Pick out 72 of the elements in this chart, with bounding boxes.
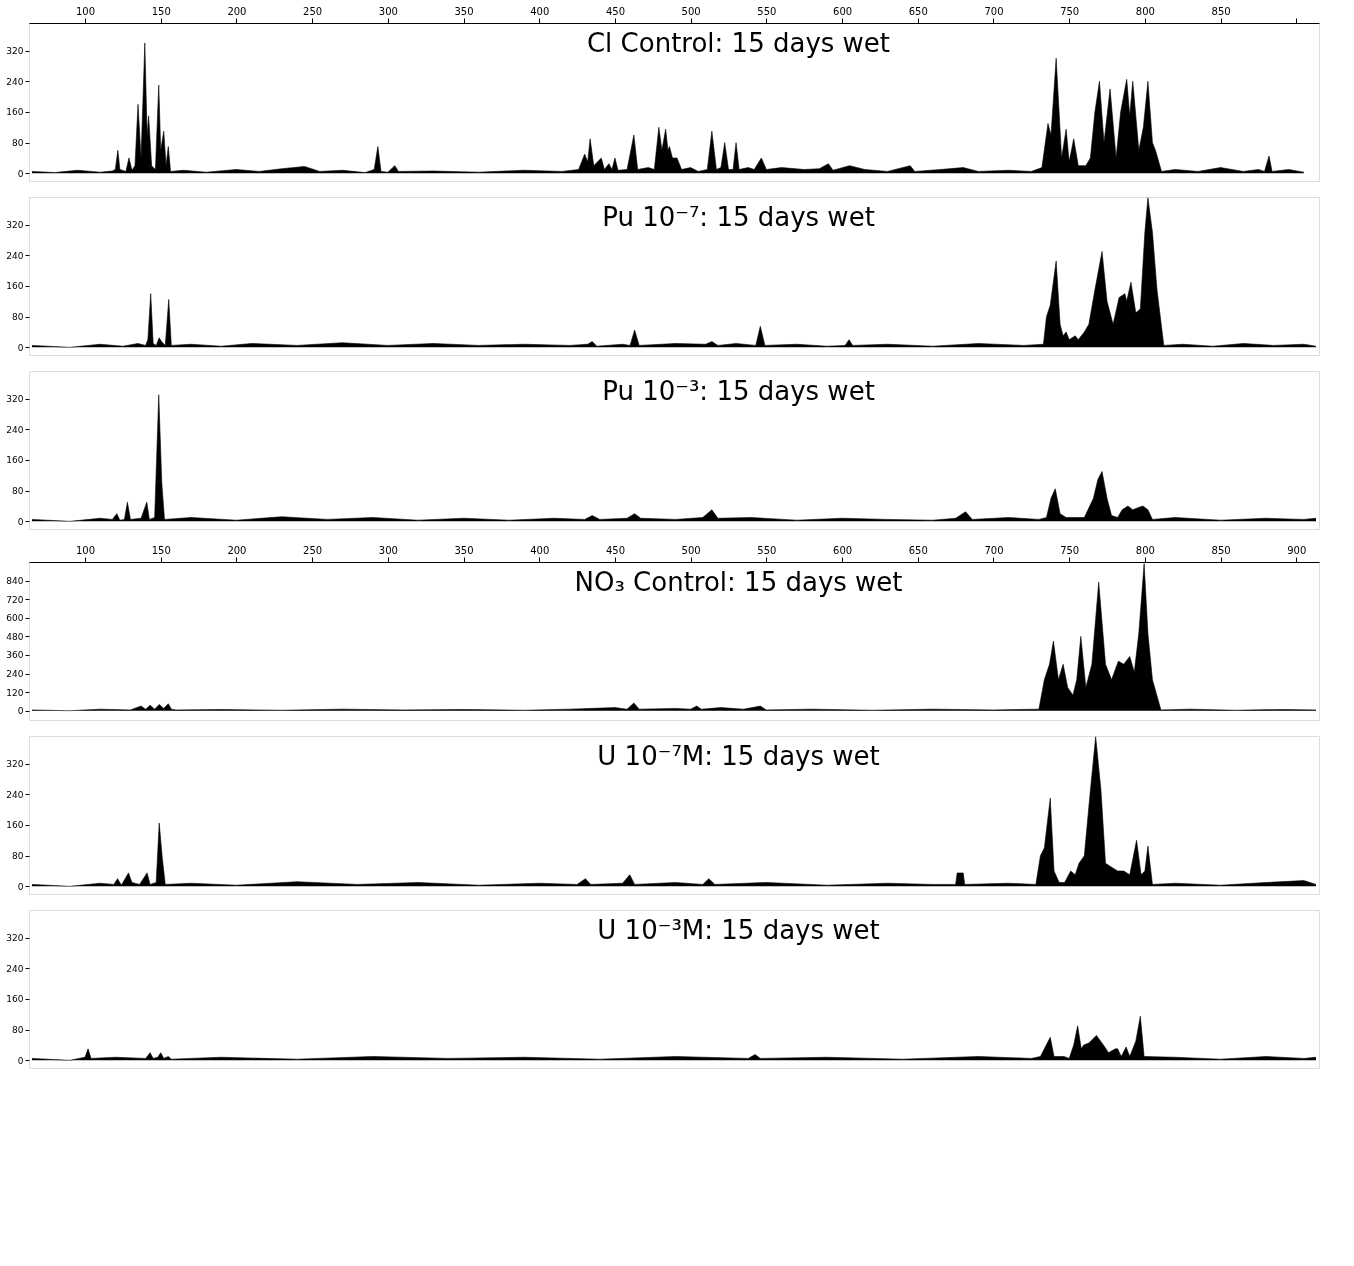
x-tick-label: 650 (908, 544, 928, 556)
x-tick-label: 700 (984, 5, 1004, 17)
x-tick-label: 500 (681, 544, 701, 556)
x-tick-label: 800 (1135, 5, 1155, 17)
chart-title: NO₃ Control: 15 days wet (574, 567, 903, 597)
x-tick-label: 700 (984, 544, 1004, 556)
x-tick-label: 100 (75, 544, 96, 556)
x-tick-label: 750 (1060, 5, 1080, 17)
y-tick-label: 240 (6, 963, 24, 974)
y-tick-label: 320 (6, 759, 24, 770)
x-tick-label: 800 (1135, 544, 1155, 556)
x-tick-label: 400 (530, 5, 550, 17)
y-tick-label: 160 (6, 107, 24, 118)
y-tick-label: 80 (12, 1025, 24, 1036)
y-tick-label: 0 (17, 168, 24, 179)
x-tick-label: 600 (833, 544, 853, 556)
y-tick-label: 160 (6, 820, 24, 831)
x-tick-label: 850 (1211, 5, 1231, 17)
x-tick-label: 500 (681, 5, 701, 17)
chart-title: Cl Control: 15 days wet (586, 28, 891, 58)
y-tick-label: 320 (6, 394, 24, 405)
x-tick-label: 150 (151, 5, 171, 17)
y-tick-label: 80 (12, 138, 24, 149)
x-tick-label: 400 (530, 544, 550, 556)
x-tick-label: 450 (605, 544, 625, 556)
y-tick-label: 720 (6, 594, 24, 605)
y-tick-label: 0 (17, 1055, 24, 1066)
x-tick-label: 650 (908, 5, 928, 17)
x-tick-label: 600 (833, 5, 853, 17)
y-tick-label: 160 (6, 455, 24, 466)
x-tick-label: 750 (1060, 544, 1080, 556)
y-tick-label: 240 (6, 669, 24, 680)
x-tick-label: 250 (303, 5, 323, 17)
y-tick-label: 80 (12, 851, 24, 862)
x-tick-label: 350 (454, 544, 474, 556)
y-tick-label: 160 (6, 994, 24, 1005)
y-tick-label: 160 (6, 281, 24, 292)
y-tick-label: 120 (6, 687, 24, 698)
x-tick-label: 900 (1287, 544, 1307, 556)
x-tick-label: 850 (1211, 544, 1231, 556)
y-tick-label: 0 (17, 881, 24, 892)
y-tick-label: 320 (6, 933, 24, 944)
x-tick-label: 350 (454, 5, 474, 17)
chart-title: U 10⁻³M: 15 days wet (597, 915, 880, 945)
y-tick-label: 360 (6, 650, 24, 661)
y-tick-label: 480 (6, 631, 24, 642)
y-tick-label: 240 (6, 76, 24, 87)
x-tick-label: 200 (227, 5, 247, 17)
x-tick-label: 450 (605, 5, 625, 17)
y-tick-label: 0 (17, 516, 24, 527)
x-tick-label: 300 (378, 5, 398, 17)
y-tick-label: 240 (6, 789, 24, 800)
y-tick-label: 80 (12, 312, 24, 323)
y-tick-label: 840 (6, 576, 24, 587)
x-tick-label: 250 (303, 544, 323, 556)
x-tick-label: 550 (757, 5, 777, 17)
y-tick-label: 320 (6, 220, 24, 231)
chart-title: U 10⁻⁷M: 15 days wet (597, 741, 880, 771)
y-tick-label: 240 (6, 250, 24, 261)
y-tick-label: 240 (6, 424, 24, 435)
y-tick-label: 80 (12, 486, 24, 497)
y-tick-label: 0 (17, 706, 24, 717)
chart-title: Pu 10⁻⁷: 15 days wet (602, 202, 875, 232)
y-tick-label: 600 (6, 613, 24, 624)
x-tick-label: 200 (227, 544, 247, 556)
x-tick-label: 150 (151, 544, 171, 556)
x-tick-label: 300 (378, 544, 398, 556)
y-tick-label: 0 (17, 342, 24, 353)
chart-title: Pu 10⁻³: 15 days wet (602, 376, 875, 406)
y-tick-label: 320 (6, 46, 24, 57)
x-tick-label: 100 (75, 5, 96, 17)
x-tick-label: 550 (757, 544, 777, 556)
